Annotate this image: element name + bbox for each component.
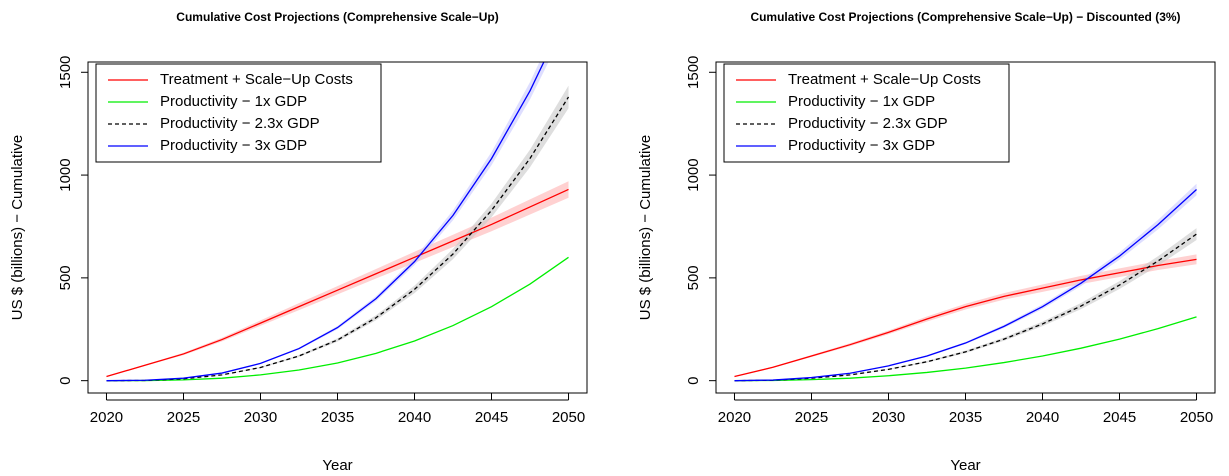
plot-area: [734, 183, 1197, 382]
confidence-band: [106, 181, 569, 377]
x-tick-label: 2035: [321, 409, 354, 426]
y-tick-label: 0: [685, 376, 702, 384]
confidence-band: [106, 62, 549, 381]
chart-title: Cumulative Cost Projections (Comprehensi…: [176, 10, 498, 24]
legend-label: Treatment + Scale−Up Costs: [160, 71, 353, 88]
x-tick-label: 2025: [795, 409, 828, 426]
confidence-band: [106, 85, 569, 381]
legend-label: Productivity − 2.3x GDP: [788, 115, 948, 132]
x-tick-label: 2040: [1026, 409, 1059, 426]
series-line: [734, 188, 1197, 382]
series-line: [106, 188, 569, 378]
legend-label: Productivity − 3x GDP: [788, 137, 935, 154]
legend-label: Productivity − 1x GDP: [160, 93, 307, 110]
y-tick-label: 500: [685, 265, 702, 290]
y-tick-label: 1000: [685, 158, 702, 191]
y-tick-label: 500: [57, 265, 74, 290]
x-tick-label: 2050: [1180, 409, 1213, 426]
plot-area: [106, 62, 570, 382]
x-axis-label: Year: [950, 457, 980, 474]
series-line: [734, 258, 1197, 378]
legend-label: Treatment + Scale−Up Costs: [788, 71, 981, 88]
panel: Cumulative Cost Projections (Comprehensi…: [637, 10, 1216, 474]
legend: Treatment + Scale−Up Costs Productivity −…: [95, 63, 382, 163]
x-tick-label: 2020: [718, 409, 751, 426]
legend-label: Productivity − 1x GDP: [788, 93, 935, 110]
series-line: [106, 256, 569, 382]
series-line: [734, 316, 1197, 382]
y-tick-label: 1500: [57, 56, 74, 89]
x-tick-label: 2020: [90, 409, 123, 426]
x-tick-label: 2030: [244, 409, 277, 426]
x-axis-label: Year: [322, 457, 352, 474]
x-tick-label: 2040: [398, 409, 431, 426]
y-tick-label: 0: [57, 376, 74, 384]
x-tick-label: 2045: [475, 409, 508, 426]
legend-label: Productivity − 2.3x GDP: [160, 115, 320, 132]
x-tick-label: 2035: [949, 409, 982, 426]
y-tick-label: 1000: [57, 158, 74, 191]
panel: Cumulative Cost Projections (Comprehensi…: [9, 10, 588, 474]
x-tick-label: 2025: [167, 409, 200, 426]
legend-label: Productivity − 3x GDP: [160, 137, 307, 154]
x-tick-label: 2030: [872, 409, 905, 426]
legend: Treatment + Scale−Up Costs Productivity −…: [723, 63, 1010, 163]
y-axis-label: US $ (billions) − Cumulative: [9, 135, 26, 321]
y-axis-label: US $ (billions) − Cumulative: [637, 135, 654, 321]
series-line: [106, 62, 545, 382]
x-tick-label: 2050: [552, 409, 585, 426]
y-tick-label: 1500: [685, 56, 702, 89]
x-tick-label: 2045: [1103, 409, 1136, 426]
chart-title: Cumulative Cost Projections (Comprehensi…: [750, 10, 1180, 24]
